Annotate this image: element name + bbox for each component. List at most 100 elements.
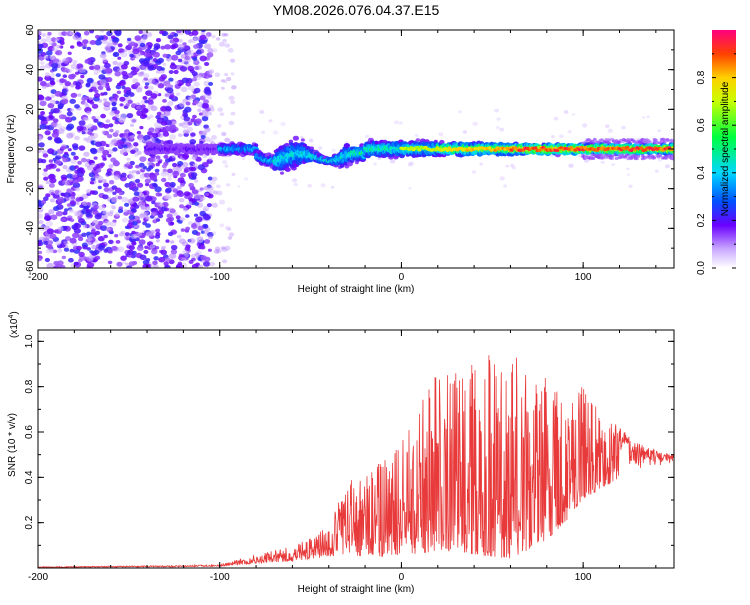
spectrogram-cell — [170, 221, 175, 226]
spectrogram-cell — [187, 201, 193, 206]
spectrogram-cell — [145, 182, 150, 187]
spectrogram-cell — [120, 230, 126, 235]
spectrogram-cell — [511, 165, 516, 170]
spectrogram-cell — [261, 130, 266, 135]
spectrogram-cell — [408, 161, 415, 166]
spectrogram-cell — [132, 48, 140, 55]
spectrogram-cell — [125, 103, 130, 107]
spectrogram-cell — [202, 103, 210, 109]
spectrogram-cell — [40, 38, 47, 43]
spectrogram-cell — [302, 143, 308, 148]
spectrogram-cell — [292, 135, 299, 141]
spectrogram-cell — [203, 224, 208, 228]
spectrogram-cell — [183, 167, 191, 173]
spectrogram-cell — [169, 94, 175, 99]
spectrogram-cell — [169, 39, 175, 44]
spectrogram-cell — [114, 113, 120, 118]
spectrogram-cell — [125, 161, 131, 166]
spectrogram-cell — [61, 95, 67, 100]
spectrogram-cell — [211, 48, 218, 53]
spectrogram-cell — [78, 145, 86, 151]
spectrogram-cell — [127, 50, 134, 55]
spectrogram-cell — [657, 158, 663, 162]
spectrogram-cell — [184, 106, 192, 113]
spectrogram-cell — [657, 129, 661, 133]
spectrogram-cell — [70, 151, 76, 156]
spectrogram-cell — [93, 118, 99, 123]
spectrogram-cell — [161, 164, 167, 169]
spectrogram-cell — [193, 213, 199, 217]
spectrogram-cell — [172, 211, 178, 216]
spectrogram-cell — [85, 212, 92, 218]
spectrogram-cell — [206, 203, 212, 208]
spectrogram-cell — [191, 30, 199, 36]
spectrogram-cell — [41, 199, 47, 205]
spectrogram-cell — [86, 255, 94, 262]
spectrogram-cell — [121, 71, 128, 76]
spectrogram-cell — [193, 44, 199, 49]
spectrogram-cell — [49, 233, 57, 240]
spectrogram-cell — [607, 128, 613, 133]
spectrogram-cell — [72, 35, 79, 40]
spectrogram-cell — [139, 156, 147, 163]
spectrogram-cell — [86, 265, 92, 268]
spectrogram-cell — [60, 264, 66, 268]
spectrogram-cell — [164, 257, 171, 262]
spectrogram-cell — [505, 164, 510, 168]
spectrogram-cell — [176, 234, 182, 239]
spectrogram-cell — [206, 52, 214, 58]
spectrogram-cell — [100, 162, 105, 167]
spectrogram-cell — [157, 83, 165, 89]
spectrogram-cell — [48, 114, 54, 119]
spectrogram-cell — [43, 54, 49, 59]
spectrogram-cell — [156, 111, 162, 116]
spectrogram-cell — [188, 96, 193, 101]
spectrogram-cell — [191, 224, 198, 229]
spectrogram-cell — [91, 136, 96, 140]
spectrogram-cell — [52, 249, 58, 254]
spectrogram-cell — [211, 202, 218, 208]
spectrogram-cell — [83, 117, 87, 121]
spectrogram-cell — [69, 248, 75, 253]
spectrogram-cell — [69, 237, 77, 244]
spectrogram-cell — [47, 244, 53, 249]
spectrogram-cell — [52, 157, 57, 162]
spectrogram-cell — [81, 232, 87, 237]
spectrogram-cell — [121, 196, 129, 203]
spectrogram-cell — [132, 71, 138, 75]
spectrogram-cell — [154, 186, 162, 193]
spectrogram-cell — [78, 258, 83, 263]
spectrogram-cell — [43, 176, 49, 181]
spectrogram-cell — [179, 172, 186, 178]
spectrogram-cell — [151, 211, 158, 217]
spectrogram-cell — [307, 184, 312, 188]
spectrogram-cell — [114, 109, 120, 115]
spectrogram-cell — [471, 170, 476, 174]
spectrogram-cell — [115, 240, 121, 244]
spectrogram-cell — [415, 138, 421, 142]
spectrogram-cell — [142, 58, 150, 65]
spectrogram-cell — [69, 83, 75, 88]
spectrogram-cell — [62, 179, 70, 185]
spectrogram-cell — [137, 52, 143, 56]
spectrogram-cell — [77, 160, 82, 165]
spectrogram-cell — [228, 95, 235, 101]
spectrogram-cell — [66, 132, 74, 139]
spectrogram-cell — [181, 77, 189, 84]
spectrogram-cell — [44, 257, 51, 263]
spectrogram-cell — [78, 120, 86, 126]
spectrogram-cell — [226, 183, 231, 187]
spectrogram-cell — [149, 157, 156, 163]
spectrogram-cell — [90, 177, 96, 182]
spectrogram-cell — [121, 64, 128, 70]
spectrogram-cell — [38, 213, 43, 219]
spectrogram-cell — [103, 98, 108, 102]
spectrogram-cell — [89, 190, 96, 195]
spectrogram-cell — [155, 239, 160, 243]
spectrogram-cell — [189, 139, 197, 145]
spectrogram-cell — [157, 133, 164, 138]
spectrogram-cell — [134, 82, 141, 87]
spectrogram-cell — [148, 127, 155, 133]
spectrogram-cell — [145, 223, 152, 228]
